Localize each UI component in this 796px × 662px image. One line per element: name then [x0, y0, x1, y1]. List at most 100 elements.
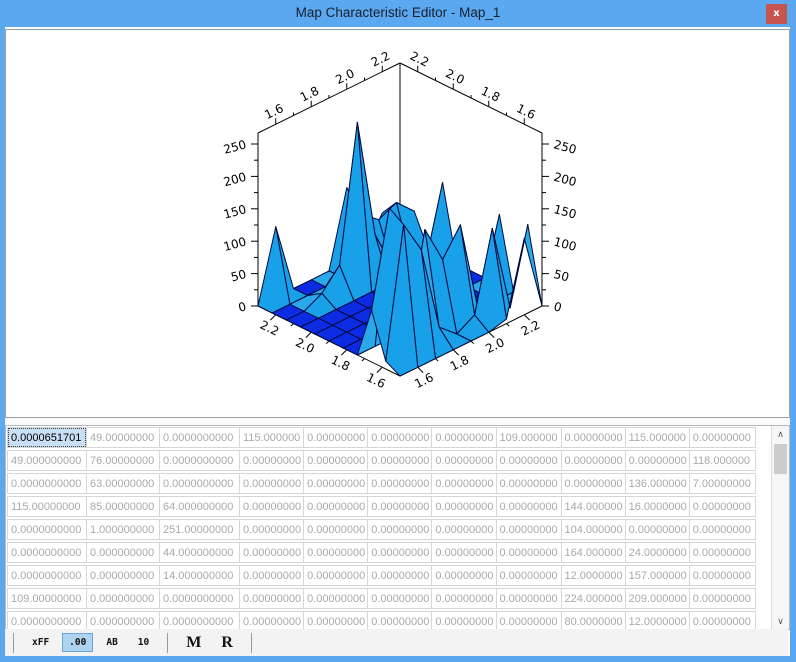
table-cell[interactable]: 157.000000 [625, 565, 690, 586]
table-cell[interactable]: 209.000000 [625, 588, 690, 609]
table-cell[interactable]: 0.00000000 [304, 473, 369, 494]
table-cell[interactable]: 224.000000 [561, 588, 626, 609]
table-cell[interactable]: 115.00000000 [7, 496, 87, 517]
table-cell[interactable]: 12.0000000 [561, 565, 626, 586]
table-cell[interactable]: 0.0000000000 [7, 611, 87, 629]
toolbar-button-base10[interactable]: 10 [137, 637, 150, 648]
table-cell[interactable]: 109.00000000 [7, 588, 87, 609]
toolbar-button-m[interactable]: M [186, 633, 202, 651]
toolbar-button-decimal[interactable]: .00 [62, 633, 94, 652]
table-cell[interactable]: 12.0000000 [625, 611, 690, 629]
selected-table-cell[interactable]: 0.0000651701 [7, 427, 87, 448]
table-cell[interactable]: 0.00000000 [496, 473, 562, 494]
table-cell[interactable]: 7.00000000 [689, 473, 756, 494]
table-cell[interactable]: 63.00000000 [87, 473, 160, 494]
toolbar-button-r[interactable]: R [221, 633, 233, 651]
table-cell[interactable]: 0.00000000 [561, 427, 626, 448]
table-cell[interactable]: 115.000000 [240, 427, 305, 448]
table-cell[interactable]: 0.00000000 [240, 496, 305, 517]
table-cell[interactable]: 0.00000000 [561, 450, 626, 471]
table-cell[interactable]: 0.00000000 [368, 588, 433, 609]
table-cell[interactable]: 24.0000000 [625, 542, 690, 563]
scrollbar-thumb[interactable] [774, 444, 787, 474]
table-cell[interactable]: 76.00000000 [87, 450, 160, 471]
table-cell[interactable]: 0.00000000 [689, 542, 756, 563]
table-cell[interactable]: 251.00000000 [160, 519, 240, 540]
table-cell[interactable]: 0.00000000 [689, 588, 756, 609]
table-cell[interactable]: 0.0000000000 [160, 611, 240, 629]
table-cell[interactable]: 0.000000000 [87, 565, 160, 586]
table-cell[interactable]: 0.00000000 [625, 519, 690, 540]
table-cell[interactable]: 0.00000000 [625, 450, 690, 471]
table-cell[interactable]: 0.0000000000 [160, 450, 240, 471]
table-cell[interactable]: 0.00000000 [561, 473, 626, 494]
table-cell[interactable]: 0.00000000 [368, 519, 433, 540]
table-cell[interactable]: 80.0000000 [561, 611, 626, 629]
vertical-scrollbar[interactable]: ∧ ∨ [771, 426, 789, 629]
table-cell[interactable]: 0.00000000 [240, 588, 305, 609]
table-cell[interactable]: 0.00000000 [304, 611, 369, 629]
table-cell[interactable]: 136.000000 [625, 473, 690, 494]
table-cell[interactable]: 0.00000000 [240, 473, 305, 494]
table-cell[interactable]: 0.00000000 [432, 565, 497, 586]
scroll-down-icon[interactable]: ∨ [777, 616, 784, 626]
table-cell[interactable]: 0.0000000000 [7, 565, 87, 586]
table-cell[interactable]: 0.000000000 [87, 611, 160, 629]
table-cell[interactable]: 0.00000000 [240, 450, 305, 471]
table-cell[interactable]: 0.00000000 [368, 565, 433, 586]
table-cell[interactable]: 0.00000000 [689, 496, 756, 517]
table-cell[interactable]: 0.00000000 [432, 450, 497, 471]
table-cell[interactable]: 0.00000000 [496, 496, 562, 517]
table-cell[interactable]: 0.00000000 [240, 565, 305, 586]
table-cell[interactable]: 0.00000000 [304, 588, 369, 609]
scroll-up-icon[interactable]: ∧ [777, 429, 784, 439]
table-cell[interactable]: 0.00000000 [240, 611, 305, 629]
table-cell[interactable]: 0.00000000 [304, 427, 369, 448]
close-button[interactable]: x [766, 4, 787, 24]
table-cell[interactable]: 104.000000 [561, 519, 626, 540]
table-cell[interactable]: 0.00000000 [496, 588, 562, 609]
table-cell[interactable]: 0.00000000 [304, 496, 369, 517]
table-cell[interactable]: 109.000000 [496, 427, 562, 448]
table-cell[interactable]: 0.00000000 [304, 450, 369, 471]
table-cell[interactable]: 0.0000000000 [7, 519, 87, 540]
table-cell[interactable]: 0.00000000 [432, 588, 497, 609]
table-cell[interactable]: 0.00000000 [432, 611, 497, 629]
table-cell[interactable]: 0.00000000 [496, 519, 562, 540]
table-cell[interactable]: 14.000000000 [160, 565, 240, 586]
table-cell[interactable]: 0.0000000000 [160, 427, 240, 448]
table-cell[interactable]: 0.00000000 [496, 542, 562, 563]
table-cell[interactable]: 0.00000000 [496, 611, 562, 629]
table-cell[interactable]: 0.00000000 [368, 496, 433, 517]
table-cell[interactable]: 0.00000000 [432, 519, 497, 540]
table-cell[interactable]: 0.00000000 [368, 611, 433, 629]
table-cell[interactable]: 16.0000000 [625, 496, 690, 517]
toolbar-button-ascii[interactable]: AB [106, 637, 118, 648]
table-cell[interactable]: 0.00000000 [368, 427, 433, 448]
table-cell[interactable]: 0.00000000 [240, 519, 305, 540]
table-cell[interactable]: 164.000000 [561, 542, 626, 563]
table-cell[interactable]: 49.00000000 [87, 427, 160, 448]
table-cell[interactable]: 0.000000000 [87, 588, 160, 609]
table-cell[interactable]: 0.00000000 [689, 565, 756, 586]
table-cell[interactable]: 144.000000 [561, 496, 626, 517]
table-cell[interactable]: 0.00000000 [432, 496, 497, 517]
table-cell[interactable]: 0.00000000 [368, 450, 433, 471]
table-cell[interactable]: 115.000000 [625, 427, 690, 448]
table-cell[interactable]: 0.00000000 [689, 519, 756, 540]
table-cell[interactable]: 0.00000000 [240, 542, 305, 563]
table-cell[interactable]: 0.00000000 [368, 473, 433, 494]
table-cell[interactable]: 64.000000000 [160, 496, 240, 517]
table-cell[interactable]: 0.00000000 [304, 519, 369, 540]
table-cell[interactable]: 0.00000000 [304, 542, 369, 563]
table-cell[interactable]: 0.00000000 [432, 427, 497, 448]
3d-surface-plot[interactable]: 2.2 2.2 2.2 2.2 2.0 2.0 2.0 2.0 1.8 1.8 1.8 1.8 1.6 1… [6, 30, 789, 417]
table-cell[interactable]: 0.000000000 [87, 542, 160, 563]
table-cell[interactable]: 0.00000000 [368, 542, 433, 563]
toolbar-button-hex[interactable]: xFF [32, 637, 50, 648]
table-cell[interactable]: 118.000000 [689, 450, 756, 471]
table-cell[interactable]: 0.00000000 [496, 450, 562, 471]
table-cell[interactable]: 49.000000000 [7, 450, 87, 471]
table-cell[interactable]: 44.000000000 [160, 542, 240, 563]
table-cell[interactable]: 0.00000000 [304, 565, 369, 586]
